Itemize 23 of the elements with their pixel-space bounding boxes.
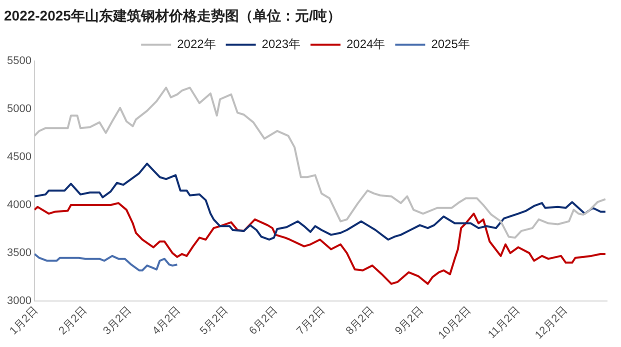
x-tick-label: 8月2日 [344, 304, 377, 338]
x-tick-label: 11月2日 [486, 304, 522, 342]
y-tick-label: 3500 [6, 247, 32, 260]
chart-title: 2022-2025年山东建筑钢材价格走势图（单位：元/吨） [4, 7, 341, 24]
x-tick-label: 2月2日 [56, 304, 90, 338]
y-tick-label: 4000 [6, 199, 32, 212]
x-tick-label: 12月2日 [533, 304, 570, 342]
x-tick-label: 10月2日 [436, 304, 474, 342]
x-tick-label: 3月2日 [101, 304, 134, 338]
x-tick-label: 7月2日 [294, 304, 328, 338]
x-tick-label: 4月2日 [150, 304, 184, 338]
legend-label: 2025年 [431, 37, 470, 52]
legend-label: 2024年 [346, 37, 386, 52]
legend-label: 2023年 [262, 37, 301, 52]
legend-label: 2022年 [177, 37, 216, 52]
x-tick-label: 9月2日 [393, 304, 426, 338]
x-tick-label: 1月2日 [8, 304, 40, 338]
y-tick-label: 5500 [6, 54, 32, 67]
y-tick-label: 3000 [6, 295, 32, 308]
y-tick-label: 4500 [6, 150, 32, 163]
x-tick-label: 6月2日 [247, 304, 280, 338]
y-tick-label: 5000 [6, 102, 32, 115]
x-tick-label: 5月2日 [198, 304, 231, 338]
